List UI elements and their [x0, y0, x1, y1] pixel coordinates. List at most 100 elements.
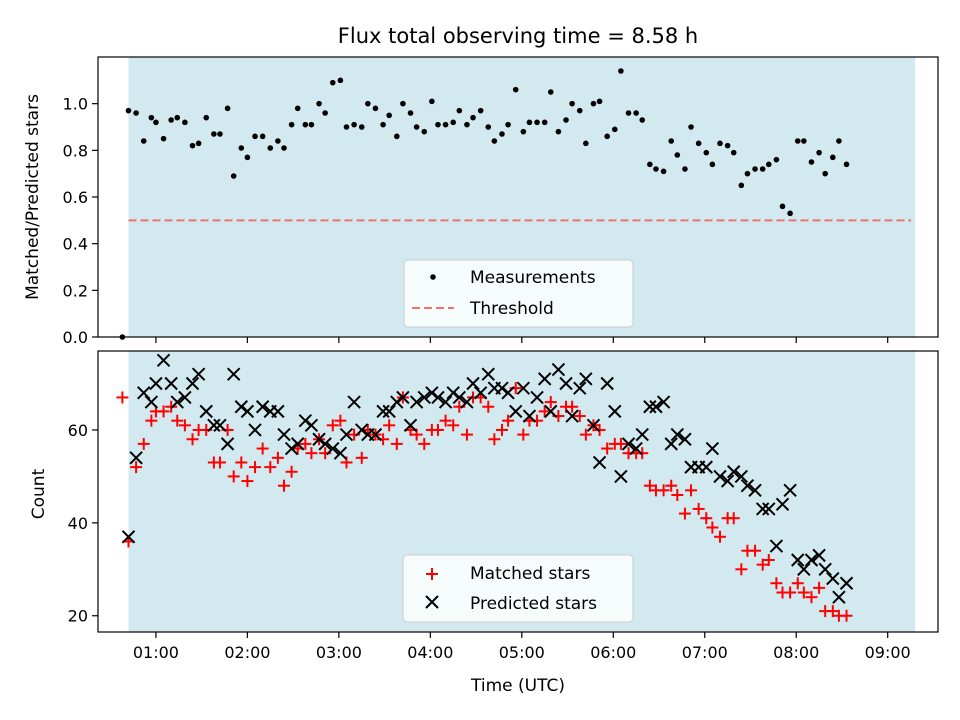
predicted-star-point [137, 386, 151, 400]
predicted-star-point [727, 465, 741, 479]
measurement-point [477, 107, 484, 114]
measurement-point [267, 145, 274, 151]
bottom-panel: 20 40 60 01:00 02:00 03:00 04:00 05:00 06:00 07:… [29, 350, 939, 696]
measurement-point [583, 140, 589, 147]
predicted-star-point [762, 502, 776, 516]
matched-star-point [762, 554, 775, 567]
matched-stars-legend-label: Matched stars [470, 564, 590, 584]
measurement-point [569, 100, 575, 107]
predicted-star-point [586, 418, 601, 433]
matched-star-point [700, 512, 713, 525]
predicted-star-point [220, 437, 235, 451]
measurement-point [836, 138, 842, 144]
measurement-point [647, 161, 653, 168]
measurement-point [794, 138, 801, 144]
bottom-y-tick-label: 20 [68, 607, 88, 626]
predicted-star-point [635, 427, 649, 442]
matched-star-point [784, 586, 797, 599]
predicted-star-point [839, 576, 854, 590]
bottom-panel-x-axis: 01:00 02:00 03:00 04:00 05:00 06:00 07:00 08:00… [133, 632, 911, 662]
matched-star-point [495, 423, 508, 436]
predicted-star-point [509, 404, 523, 419]
matched-star-point [130, 461, 143, 474]
predicted-star-point [191, 367, 206, 381]
measurement-point [759, 166, 766, 172]
matched-star-point [544, 396, 557, 409]
matched-star-point [601, 442, 614, 455]
measurement-point [534, 119, 540, 126]
matched-star-point [482, 400, 495, 413]
measurement-point [464, 121, 470, 128]
matched-star-point [706, 521, 719, 534]
predicted-star-point [783, 483, 797, 498]
measurement-point [843, 161, 850, 168]
measurement-point [316, 100, 322, 107]
predicted-star-point [199, 404, 213, 419]
measurement-point [238, 145, 245, 151]
measurement-point [801, 138, 807, 144]
predicted-star-point [403, 418, 418, 433]
measurement-point [244, 154, 251, 161]
matched-star-point [137, 437, 150, 450]
measurement-point [450, 119, 457, 126]
predicted-star-point [291, 437, 305, 451]
matched-star-point [326, 419, 339, 432]
measurement-point [259, 133, 266, 140]
measurement-point [372, 105, 379, 112]
measurement-point [674, 152, 681, 158]
matched-star-point [538, 405, 551, 418]
predicted-star-point [559, 376, 573, 391]
predicted-star-point [240, 404, 255, 419]
measurement-point [182, 119, 188, 126]
predicted-star-point [643, 400, 657, 414]
measurement-point [773, 156, 780, 163]
predicted-star-point [664, 437, 678, 451]
bottom-x-tick-label: 05:00 [499, 643, 545, 662]
predicted-star-point [734, 469, 749, 484]
measurement-point [596, 98, 603, 105]
measurement-point [195, 140, 202, 147]
predicted-star-point [382, 404, 396, 419]
predicted-star-point [832, 590, 846, 604]
matched-star-point [227, 470, 240, 483]
measurement-point [724, 142, 731, 149]
predicted-star-point [748, 483, 762, 498]
matched-star-point [171, 414, 184, 427]
measurement-point [217, 131, 223, 137]
predicted-star-point [339, 427, 354, 442]
predicted-star-point [129, 451, 143, 465]
predicted-star-point [614, 469, 628, 484]
matched-star-point [264, 461, 277, 474]
matched-star-point [460, 428, 473, 441]
measurement-point [668, 138, 675, 144]
matched-star-point [439, 414, 452, 427]
matched-star-point [727, 512, 740, 525]
measurement-point [203, 114, 210, 121]
bottom-panel-points [116, 353, 854, 622]
measurement-point [703, 149, 710, 156]
measurement-point [160, 135, 167, 142]
predicted-star-point [226, 367, 241, 381]
matched-star-point [840, 609, 853, 622]
predicted-star-point [537, 372, 552, 386]
matched-star-point [178, 419, 191, 432]
predicted-star-point [565, 409, 579, 423]
measurement-point [302, 121, 309, 128]
top-y-tick-label: 0.8 [63, 141, 88, 160]
measurement-point [140, 138, 147, 144]
matched-star-point [573, 410, 586, 423]
measurement-point [407, 110, 414, 116]
measurement-point [555, 128, 562, 135]
measurement-point [400, 100, 406, 107]
measurement-point [695, 140, 702, 147]
predicted-star-point [248, 423, 262, 437]
top-y-tick-label: 1.0 [63, 95, 88, 114]
measurement-point [281, 145, 287, 151]
matched-star-point [636, 447, 649, 460]
predicted-star-point [600, 376, 614, 391]
predicted-star-point [699, 460, 713, 474]
measurement-point [752, 166, 758, 172]
predicted-star-point [121, 530, 136, 544]
measurement-point [358, 124, 365, 130]
